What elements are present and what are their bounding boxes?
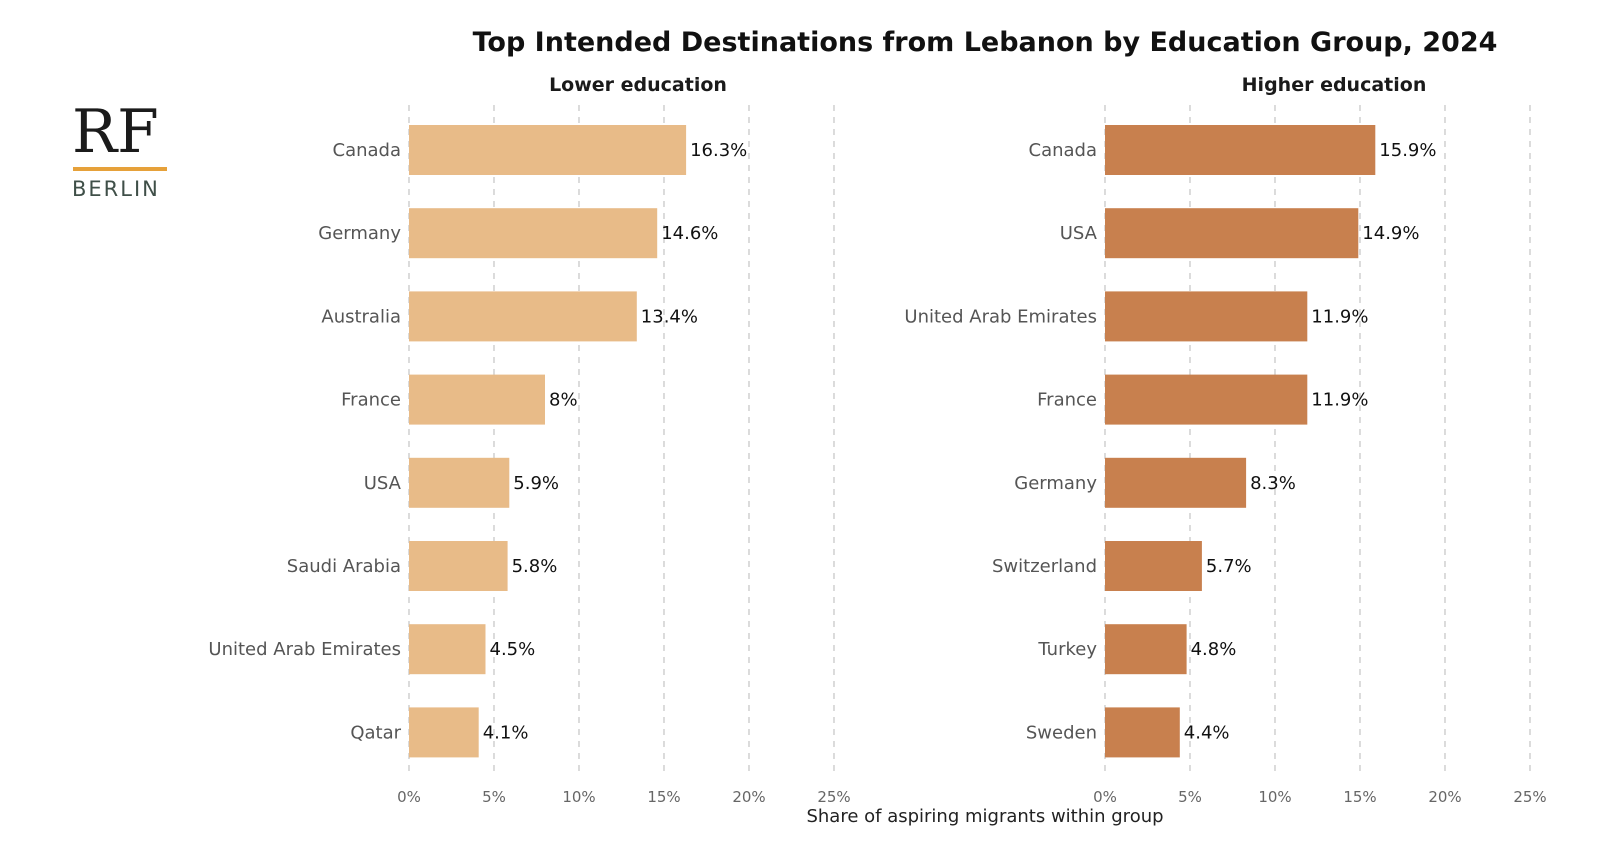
category-label: Australia bbox=[321, 306, 401, 327]
logo-mark: RF bbox=[72, 97, 159, 167]
category-label: France bbox=[1037, 390, 1097, 411]
x-tick-label: 25% bbox=[817, 788, 850, 806]
category-label: Germany bbox=[318, 223, 401, 244]
category-label: United Arab Emirates bbox=[904, 306, 1097, 327]
data-label: 11.9% bbox=[1311, 390, 1368, 411]
x-tick-label: 15% bbox=[1343, 788, 1376, 806]
panel-title: Lower education bbox=[549, 74, 727, 96]
category-label: Switzerland bbox=[992, 556, 1097, 577]
bar bbox=[1105, 707, 1180, 758]
bar bbox=[409, 541, 508, 591]
data-label: 4.8% bbox=[1191, 639, 1237, 660]
data-label: 14.9% bbox=[1362, 223, 1419, 244]
logo-rule bbox=[73, 167, 167, 171]
category-label: France bbox=[341, 390, 401, 411]
data-label: 5.8% bbox=[512, 556, 558, 577]
category-label: Canada bbox=[333, 140, 402, 161]
x-tick-label: 20% bbox=[1428, 788, 1461, 806]
category-label: United Arab Emirates bbox=[208, 639, 401, 660]
bar bbox=[409, 707, 479, 758]
category-label: Germany bbox=[1014, 473, 1097, 494]
logo: RF BERLIN bbox=[72, 97, 167, 201]
x-tick-label: 5% bbox=[1178, 788, 1202, 806]
chart-panels: 0% 5% 10% 15% 20% 25% Lower education Canada 16.… bbox=[208, 74, 1546, 806]
data-label: 4.1% bbox=[483, 722, 529, 743]
x-tick-label: 0% bbox=[397, 788, 421, 806]
category-label: Turkey bbox=[1037, 639, 1097, 660]
bar bbox=[1105, 291, 1308, 342]
data-label: 16.3% bbox=[690, 140, 747, 161]
category-label: Qatar bbox=[350, 722, 401, 743]
x-tick-label: 10% bbox=[1258, 788, 1291, 806]
x-tick-label: 0% bbox=[1093, 788, 1117, 806]
data-label: 4.5% bbox=[490, 639, 536, 660]
chart-title: Top Intended Destinations from Lebanon b… bbox=[473, 27, 1498, 58]
category-label: USA bbox=[1060, 223, 1098, 244]
x-tick-label: 10% bbox=[562, 788, 595, 806]
bar bbox=[1105, 541, 1202, 591]
category-label: Saudi Arabia bbox=[287, 556, 401, 577]
data-label: 5.9% bbox=[513, 473, 559, 494]
data-label: 15.9% bbox=[1379, 140, 1436, 161]
data-label: 8.3% bbox=[1250, 473, 1296, 494]
data-label: 8% bbox=[549, 390, 578, 411]
bar bbox=[409, 208, 658, 259]
panel-higher-education: 0% 5% 10% 15% 20% 25% Higher education Canada 15… bbox=[904, 74, 1546, 806]
data-label: 4.4% bbox=[1184, 722, 1230, 743]
bar bbox=[1105, 457, 1247, 508]
x-tick-label: 20% bbox=[732, 788, 765, 806]
bar bbox=[409, 624, 486, 675]
bar bbox=[409, 125, 687, 175]
panel-lower-education: 0% 5% 10% 15% 20% 25% Lower education Canada 16.… bbox=[208, 74, 850, 806]
logo-subtitle: BERLIN bbox=[72, 177, 160, 201]
panel-title: Higher education bbox=[1242, 74, 1427, 96]
bar bbox=[1105, 125, 1376, 175]
data-label: 13.4% bbox=[641, 306, 698, 327]
x-axis-title: Share of aspiring migrants within group bbox=[806, 806, 1163, 827]
bar bbox=[409, 374, 545, 425]
x-tick-label: 5% bbox=[482, 788, 506, 806]
bar bbox=[409, 457, 510, 508]
data-label: 14.6% bbox=[661, 223, 718, 244]
bar bbox=[1105, 374, 1308, 425]
category-label: USA bbox=[364, 473, 402, 494]
x-tick-label: 15% bbox=[647, 788, 680, 806]
bar bbox=[1105, 208, 1359, 259]
x-tick-label: 25% bbox=[1513, 788, 1546, 806]
data-label: 5.7% bbox=[1206, 556, 1252, 577]
category-label: Canada bbox=[1029, 140, 1098, 161]
bar bbox=[409, 291, 637, 342]
bar bbox=[1105, 624, 1187, 675]
data-label: 11.9% bbox=[1311, 306, 1368, 327]
category-label: Sweden bbox=[1026, 722, 1097, 743]
